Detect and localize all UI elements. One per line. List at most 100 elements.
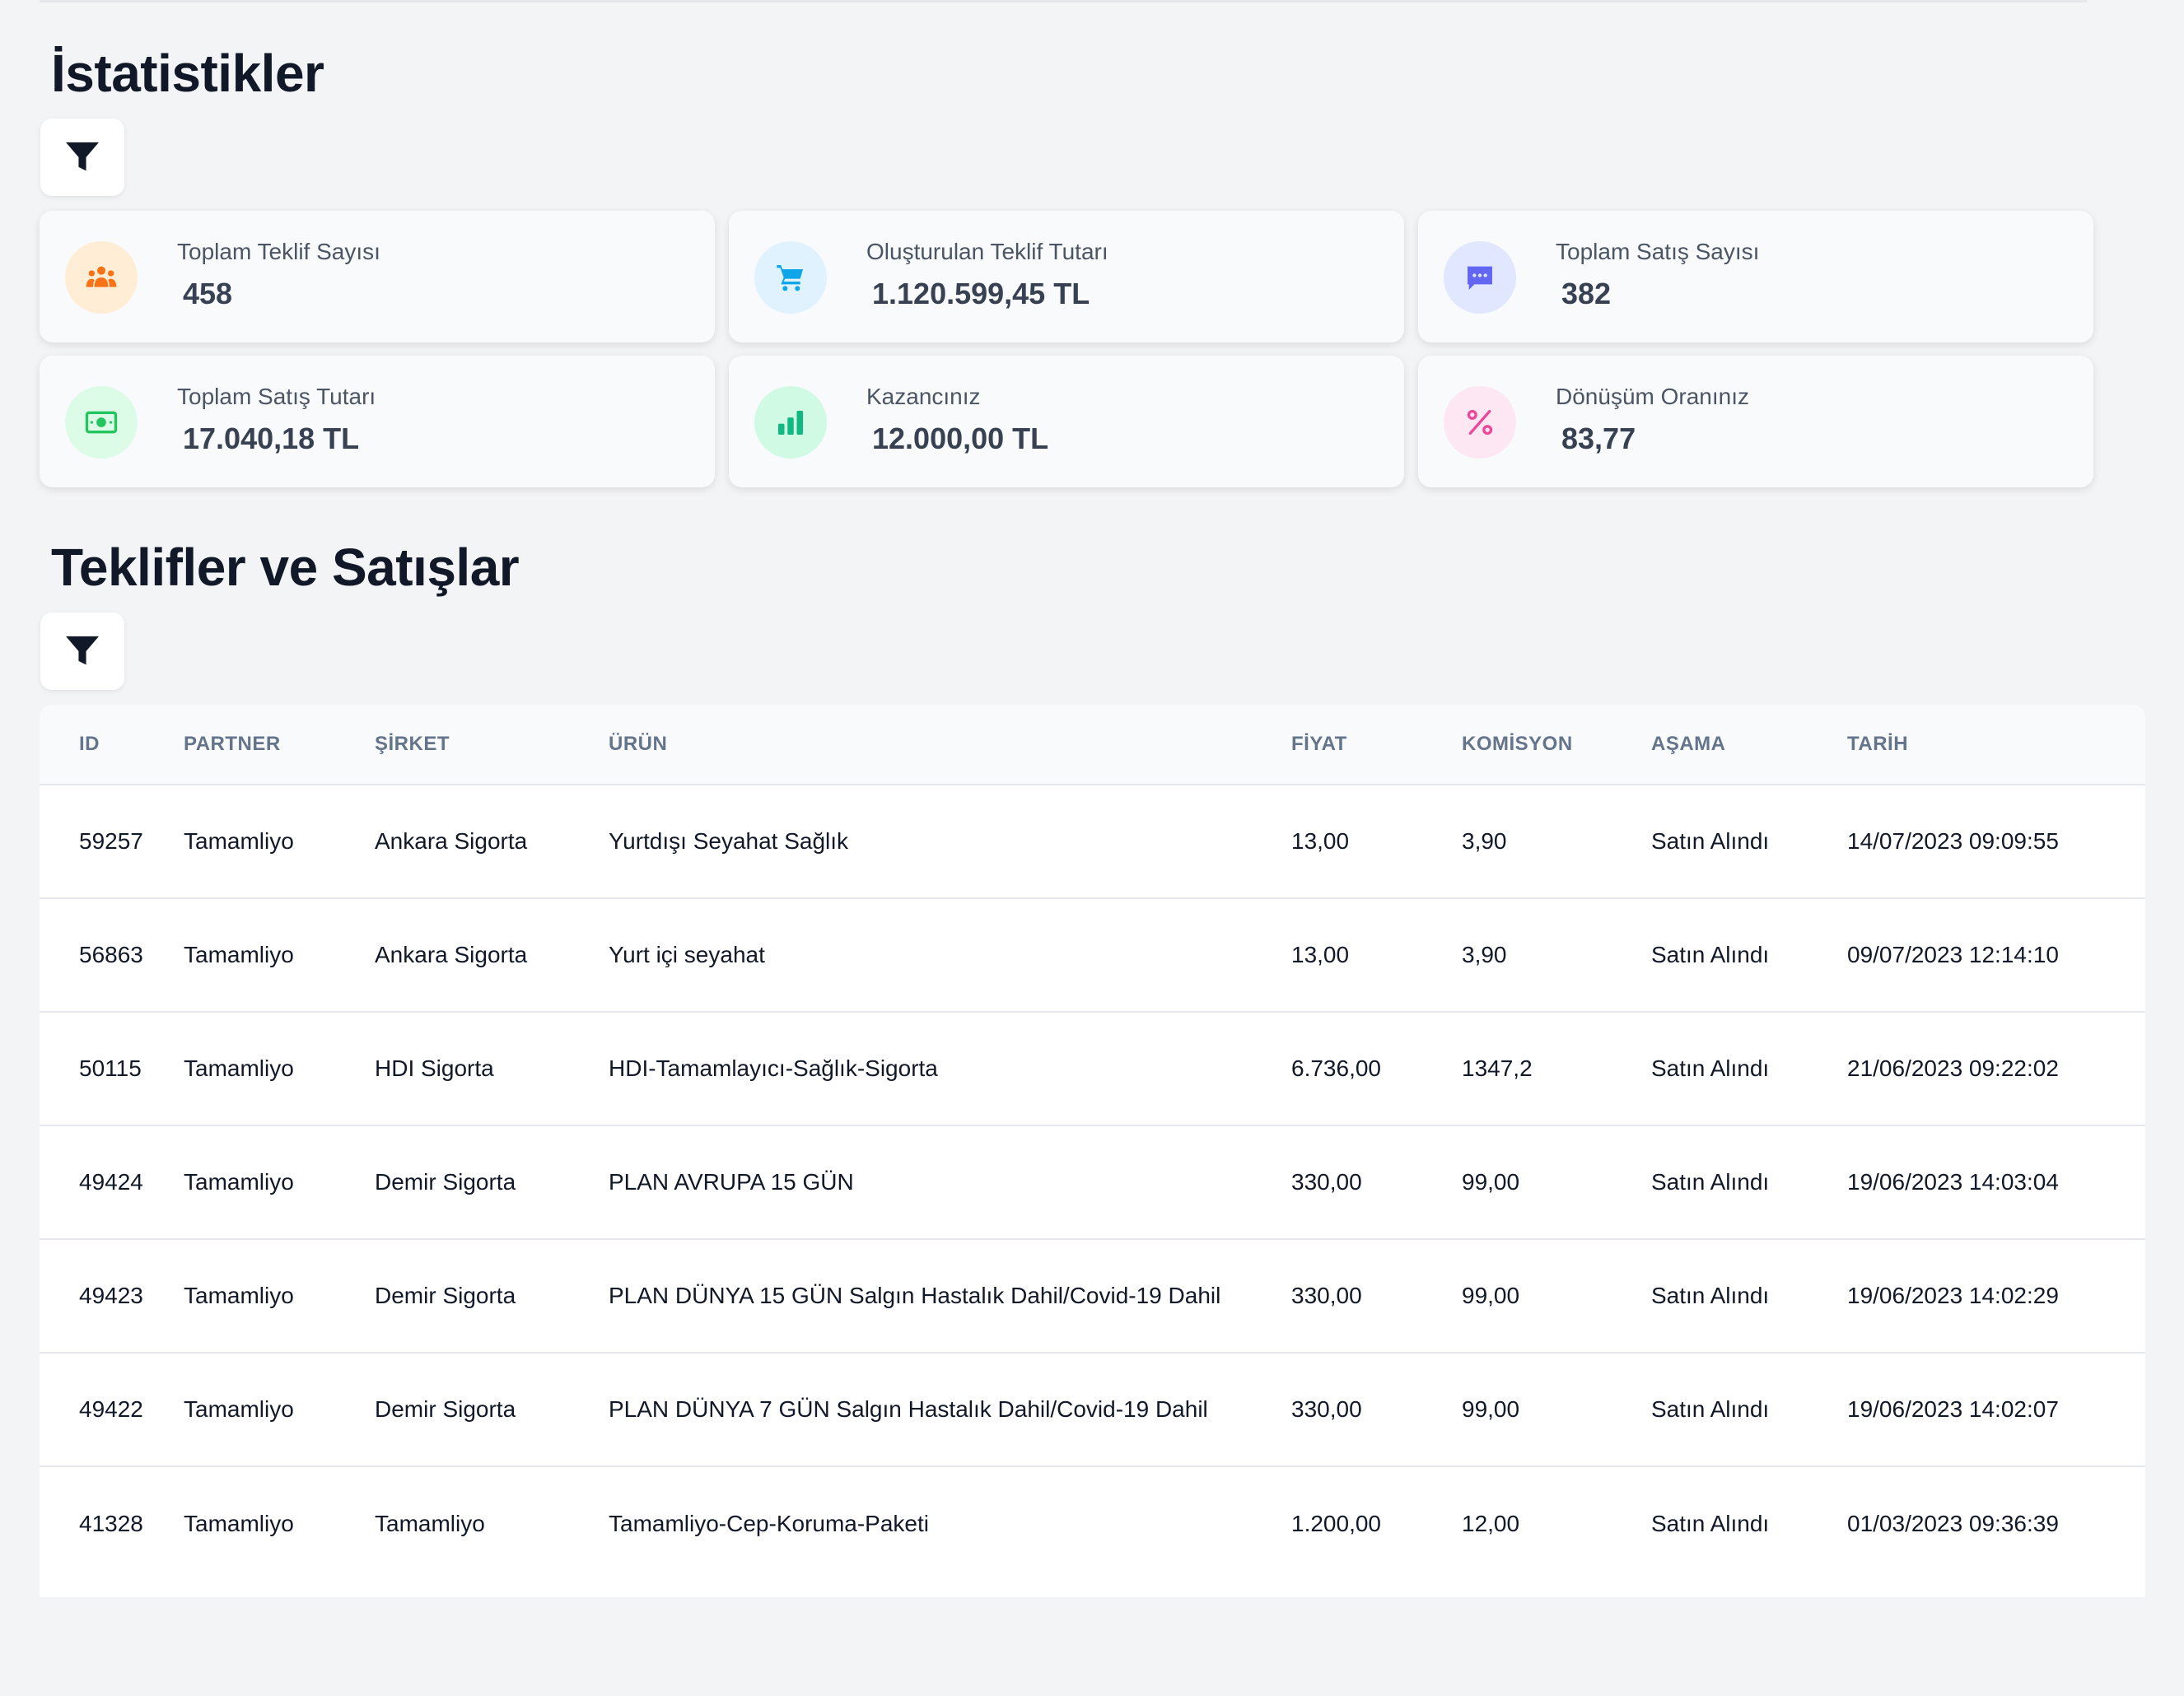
cell-commission: 99,00 xyxy=(1462,1283,1520,1308)
money-icon xyxy=(65,386,138,459)
stat-card-total-sales: Toplam Satış Sayısı 382 xyxy=(1418,211,2093,342)
cell-date: 21/06/2023 09:22:02 xyxy=(1847,1055,2059,1081)
cell-id: 49423 xyxy=(79,1283,143,1308)
table-row[interactable]: 49423 Tamamliyo Demir Sigorta PLAN DÜNYA… xyxy=(40,1239,2145,1353)
stat-label: Dönüşüm Oranınız xyxy=(1556,384,1749,409)
stat-label: Toplam Satış Sayısı xyxy=(1556,239,1760,264)
statistics-title: İstatistikler xyxy=(51,44,324,103)
cell-commission: 1347,2 xyxy=(1462,1055,1533,1081)
cell-id: 41328 xyxy=(79,1510,143,1536)
table-header-row: ID PARTNER ŞİRKET ÜRÜN FİYAT KOMİSYON AŞ… xyxy=(40,705,2145,785)
column-header-commission[interactable]: KOMİSYON xyxy=(1462,733,1573,755)
stat-card-sales-amount: Toplam Satış Tutarı 17.040,18 TL xyxy=(40,356,715,487)
cell-company: Ankara Sigorta xyxy=(375,942,528,967)
stat-value: 1.120.599,45 TL xyxy=(872,277,1090,310)
cell-company: Demir Sigorta xyxy=(375,1283,516,1308)
cell-company: Tamamliyo xyxy=(375,1510,485,1536)
bar-chart-icon xyxy=(754,386,827,459)
cell-commission: 3,90 xyxy=(1462,942,1507,967)
cell-partner: Tamamliyo xyxy=(184,1283,294,1308)
cell-company: Ankara Sigorta xyxy=(375,828,528,854)
cell-partner: Tamamliyo xyxy=(184,1510,294,1536)
cell-commission: 99,00 xyxy=(1462,1169,1520,1195)
offers-table-container: ID PARTNER ŞİRKET ÜRÜN FİYAT KOMİSYON AŞ… xyxy=(40,705,2145,1597)
cell-date: 01/03/2023 09:36:39 xyxy=(1847,1510,2059,1536)
stat-label: Toplam Satış Tutarı xyxy=(177,384,376,409)
cell-product: Yurtdışı Seyahat Sağlık xyxy=(609,828,849,854)
table-row[interactable]: 41328 Tamamliyo Tamamliyo Tamamliyo-Cep-… xyxy=(40,1466,2145,1580)
cell-id: 50115 xyxy=(79,1055,142,1081)
cell-company: Demir Sigorta xyxy=(375,1169,516,1195)
table-row[interactable]: 50115 Tamamliyo HDI Sigorta HDI-Tamamlay… xyxy=(40,1012,2145,1125)
cell-date: 09/07/2023 12:14:10 xyxy=(1847,942,2059,967)
cell-product: PLAN AVRUPA 15 GÜN xyxy=(609,1169,854,1195)
cell-price: 6.736,00 xyxy=(1291,1055,1381,1081)
cell-partner: Tamamliyo xyxy=(184,1396,294,1422)
stat-card-offer-amount: Oluşturulan Teklif Tutarı 1.120.599,45 T… xyxy=(729,211,1404,342)
cell-product: PLAN DÜNYA 15 GÜN Salgın Hastalık Dahil/… xyxy=(609,1283,1221,1308)
cell-commission: 99,00 xyxy=(1462,1396,1520,1422)
cell-id: 59257 xyxy=(79,828,143,854)
column-header-partner[interactable]: PARTNER xyxy=(184,733,281,755)
cell-company: HDI Sigorta xyxy=(375,1055,494,1081)
offers-table: ID PARTNER ŞİRKET ÜRÜN FİYAT KOMİSYON AŞ… xyxy=(40,705,2145,1580)
cell-product: HDI-Tamamlayıcı-Sağlık-Sigorta xyxy=(609,1055,938,1081)
cell-stage: Satın Alındı xyxy=(1651,1169,1770,1195)
cell-partner: Tamamliyo xyxy=(184,942,294,967)
cell-price: 13,00 xyxy=(1291,828,1350,854)
cell-id: 56863 xyxy=(79,942,143,967)
cell-commission: 12,00 xyxy=(1462,1510,1520,1536)
cell-stage: Satın Alındı xyxy=(1651,828,1770,854)
cell-stage: Satın Alındı xyxy=(1651,1510,1770,1536)
cell-price: 13,00 xyxy=(1291,942,1350,967)
cell-price: 330,00 xyxy=(1291,1169,1362,1195)
cell-product: Tamamliyo-Cep-Koruma-Paketi xyxy=(609,1510,930,1536)
cell-stage: Satın Alındı xyxy=(1651,1396,1770,1422)
cell-id: 49422 xyxy=(79,1396,143,1422)
stat-card-conversion-rate: Dönüşüm Oranınız 83,77 xyxy=(1418,356,2093,487)
cell-partner: Tamamliyo xyxy=(184,1055,294,1081)
table-row[interactable]: 49424 Tamamliyo Demir Sigorta PLAN AVRUP… xyxy=(40,1125,2145,1239)
percent-icon xyxy=(1444,386,1516,459)
cell-date: 19/06/2023 14:03:04 xyxy=(1847,1169,2059,1195)
column-header-id[interactable]: ID xyxy=(79,733,100,755)
stat-label: Kazancınız xyxy=(866,384,981,409)
stat-value: 17.040,18 TL xyxy=(183,422,360,455)
stat-card-total-offers: Toplam Teklif Sayısı 458 xyxy=(40,211,715,342)
table-row[interactable]: 56863 Tamamliyo Ankara Sigorta Yurt içi … xyxy=(40,898,2145,1012)
cell-date: 14/07/2023 09:09:55 xyxy=(1847,828,2059,854)
column-header-product[interactable]: ÜRÜN xyxy=(609,733,668,755)
column-header-date[interactable]: TARİH xyxy=(1847,733,1909,755)
chat-icon xyxy=(1444,241,1516,314)
cell-stage: Satın Alındı xyxy=(1651,1283,1770,1308)
cell-company: Demir Sigorta xyxy=(375,1396,516,1422)
filter-icon xyxy=(66,636,99,665)
cell-product: PLAN DÜNYA 7 GÜN Salgın Hastalık Dahil/C… xyxy=(609,1396,1208,1422)
cell-product: Yurt içi seyahat xyxy=(609,942,765,967)
cell-id: 49424 xyxy=(79,1169,143,1195)
column-header-stage[interactable]: AŞAMA xyxy=(1651,733,1726,755)
filter-icon xyxy=(66,142,99,171)
stat-label: Toplam Teklif Sayısı xyxy=(177,239,380,264)
cell-date: 19/06/2023 14:02:29 xyxy=(1847,1283,2059,1308)
users-icon xyxy=(65,241,138,314)
stat-label: Oluşturulan Teklif Tutarı xyxy=(866,239,1108,264)
stat-value: 382 xyxy=(1561,277,1612,310)
table-row[interactable]: 59257 Tamamliyo Ankara Sigorta Yurtdışı … xyxy=(40,785,2145,898)
stat-value: 458 xyxy=(183,277,233,310)
cell-price: 1.200,00 xyxy=(1291,1510,1381,1536)
stat-value: 12.000,00 TL xyxy=(872,422,1049,455)
table-row[interactable]: 49422 Tamamliyo Demir Sigorta PLAN DÜNYA… xyxy=(40,1353,2145,1466)
cell-partner: Tamamliyo xyxy=(184,1169,294,1195)
cell-price: 330,00 xyxy=(1291,1396,1362,1422)
offers-filter-button[interactable] xyxy=(40,613,124,690)
column-header-price[interactable]: FİYAT xyxy=(1291,733,1347,755)
cell-date: 19/06/2023 14:02:07 xyxy=(1847,1396,2059,1422)
statistics-filter-button[interactable] xyxy=(40,119,124,196)
cell-commission: 3,90 xyxy=(1462,828,1507,854)
stat-card-earnings: Kazancınız 12.000,00 TL xyxy=(729,356,1404,487)
cart-icon xyxy=(754,241,827,314)
cell-partner: Tamamliyo xyxy=(184,828,294,854)
offers-title: Teklifler ve Satışlar xyxy=(51,538,520,597)
column-header-company[interactable]: ŞİRKET xyxy=(375,733,450,755)
